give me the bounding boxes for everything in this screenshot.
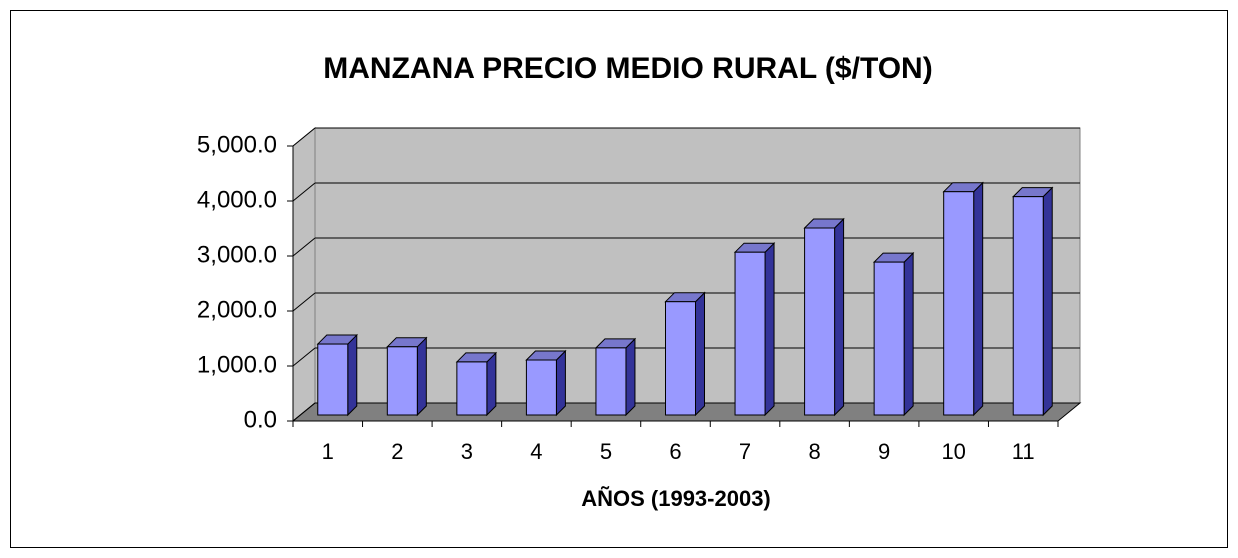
bar-side [695,291,705,417]
bar [386,346,418,416]
bar [734,251,766,416]
bar [525,359,557,416]
bar-side [973,181,984,417]
grid-line-side [292,182,316,202]
x-tick-label: 10 [941,439,965,464]
bar-side [625,337,636,417]
y-tick-label: 2,000.0 [197,296,277,323]
grid-line-side [292,292,316,312]
x-tick-label: 4 [530,439,542,464]
bar [665,301,696,416]
bar-side [486,351,497,417]
x-tick-label: 8 [808,439,820,464]
y-tick-label: 0.0 [244,406,277,433]
x-tick-label: 3 [461,439,473,464]
x-tick-label: 2 [391,439,403,464]
x-tick-label: 6 [669,439,681,464]
grid-line-side [292,347,316,367]
chart-title: MANZANA PRECIO MEDIO RURAL ($/TON) [323,52,932,85]
y-tick-label: 4,000.0 [197,186,277,213]
grid-line-side [292,237,316,257]
bar-side [764,241,775,417]
x-tick-label: 9 [878,439,890,464]
bar [943,191,975,416]
y-tick-label: 3,000.0 [197,241,277,268]
x-tick-label: 7 [739,439,751,464]
side-wall [292,126,316,423]
x-tick-label: 1 [322,439,334,464]
y-tick-label: 5,000.0 [197,131,277,158]
y-tick-label: 1,000.0 [197,351,277,378]
bar-side [347,333,358,417]
bar-side [903,251,914,417]
bar [595,347,627,416]
bar [317,343,349,416]
bar [456,361,488,416]
grid-line-side [292,402,316,422]
x-tick-label: 11 [1012,439,1035,464]
bar [804,227,836,416]
bar [1012,196,1044,416]
x-tick-label: 5 [600,439,612,464]
bar [873,261,905,416]
bar-side [555,349,566,417]
bar-side [834,217,845,417]
grid-line-side [292,127,316,147]
x-axis-title: AÑOS (1993-2003) [581,486,771,511]
bar-side [1042,186,1053,417]
bar-side [416,336,427,417]
